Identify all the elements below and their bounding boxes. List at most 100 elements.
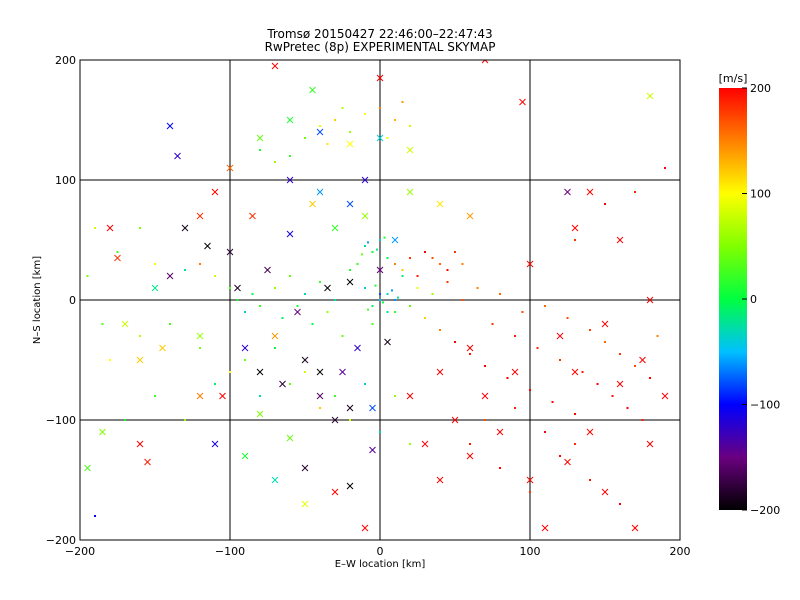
colorbar-tick-label: 100: [750, 188, 771, 201]
data-point-cross: [301, 356, 309, 364]
data-point-dot: [199, 263, 201, 265]
data-point-dot: [199, 347, 201, 349]
data-point-dot: [529, 491, 531, 493]
data-point-cross: [204, 242, 211, 250]
data-point-dot: [409, 257, 411, 259]
data-point-cross: [226, 164, 234, 172]
data-point-dot: [401, 269, 404, 271]
data-point-cross: [136, 440, 144, 448]
data-point-cross: [121, 320, 129, 328]
data-point-cross: [264, 266, 271, 274]
data-point-dot: [244, 311, 246, 313]
data-point-cross: [466, 212, 474, 220]
data-point-cross: [616, 380, 624, 388]
data-point-cross: [226, 248, 234, 256]
data-point-dot: [94, 227, 96, 229]
data-point-dot: [491, 323, 494, 325]
data-point-dot: [401, 101, 404, 103]
data-point-dot: [326, 143, 329, 145]
data-point-cross: [196, 392, 204, 400]
data-point-cross: [436, 368, 444, 376]
colorbar-tick-label: 0: [750, 293, 757, 306]
data-point-dot: [379, 431, 381, 433]
data-point-dot: [154, 263, 156, 265]
data-point-cross: [601, 488, 609, 496]
data-point-cross: [241, 452, 249, 460]
data-point-cross: [421, 440, 429, 448]
colorbar-tick-label: 200: [750, 82, 771, 95]
data-point-dot: [619, 353, 621, 355]
data-point-cross: [279, 380, 286, 388]
data-point-cross: [136, 356, 144, 364]
y-tick-label: 100: [55, 174, 76, 187]
data-point-cross: [151, 284, 159, 292]
data-point-dot: [551, 401, 554, 403]
data-point-cross: [631, 524, 639, 532]
data-point-dot: [566, 317, 569, 319]
data-point-dot: [424, 251, 426, 253]
x-tick-label: 200: [670, 545, 691, 558]
data-point-cross: [354, 344, 361, 352]
data-point-dot: [626, 407, 629, 409]
data-point-cross: [436, 200, 444, 208]
data-point-dot: [386, 293, 389, 295]
colorbar: [m/s] 200 100 0 −100 −200: [719, 72, 781, 517]
data-point-cross: [271, 62, 279, 70]
x-tick-label: 0: [377, 545, 384, 558]
data-point-cross: [114, 254, 121, 262]
data-point-cross: [286, 116, 294, 124]
data-point-cross: [301, 464, 309, 472]
data-point-dot: [559, 455, 561, 457]
data-point-dot: [431, 293, 434, 295]
data-point-dot: [289, 383, 291, 385]
data-point-cross: [519, 98, 526, 106]
data-point-cross: [481, 392, 489, 400]
data-point-dot: [461, 263, 464, 265]
data-point-dot: [379, 107, 381, 109]
data-point-dot: [274, 161, 276, 163]
data-point-cross: [361, 176, 369, 184]
data-point-cross: [376, 74, 384, 82]
data-point-dot: [409, 305, 411, 307]
data-point-dot: [619, 503, 621, 505]
data-point-dot: [634, 191, 636, 193]
data-point-dot: [446, 281, 449, 283]
data-point-dot: [476, 287, 479, 289]
data-point-cross: [556, 332, 564, 340]
data-point-dot: [334, 299, 336, 301]
data-point-cross: [309, 200, 316, 208]
data-point-dot: [259, 395, 261, 397]
data-point-dot: [589, 329, 591, 331]
chart-title: Tromsø 20150427 22:46:00–22:47:43: [266, 27, 492, 41]
data-point-dot: [304, 293, 306, 295]
y-tick-label: −100: [46, 414, 76, 427]
data-point-dot: [424, 317, 426, 319]
data-point-dot: [334, 395, 336, 397]
data-point-dot: [461, 299, 464, 301]
data-point-cross: [331, 224, 339, 232]
x-tick-label: −200: [65, 545, 95, 558]
data-point-dot: [386, 311, 389, 313]
data-point-dot: [431, 257, 434, 259]
data-point-cross: [256, 134, 264, 142]
data-point-dot: [484, 419, 486, 421]
data-point-dot: [656, 335, 659, 337]
data-point-dot: [367, 241, 369, 244]
data-point-dot: [544, 431, 546, 433]
data-point-cross: [564, 458, 571, 466]
data-point-cross: [451, 416, 459, 424]
data-point-cross: [646, 296, 654, 304]
data-point-dot: [371, 251, 374, 253]
x-tick-label: −100: [215, 545, 245, 558]
data-point-dot: [604, 341, 606, 343]
data-point-dot: [341, 107, 344, 109]
data-point-dot: [394, 299, 396, 301]
y-axis-ticks: −200 −100 0 100 200: [46, 54, 680, 547]
data-point-cross: [466, 344, 474, 352]
data-point-dot: [454, 251, 456, 253]
y-tick-label: 0: [69, 294, 76, 307]
data-point-cross: [526, 476, 534, 484]
data-point-dot: [214, 275, 216, 277]
data-point-cross: [526, 260, 534, 268]
